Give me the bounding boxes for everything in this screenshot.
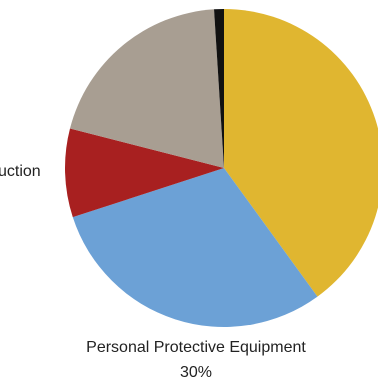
pie-slice-3 — [70, 9, 224, 169]
data-label-ppe-name: Personal Protective Equipment — [86, 339, 306, 356]
pie-slice-2 — [65, 128, 224, 218]
pie-slice-4 — [214, 8, 224, 169]
pie-slice-1 — [72, 168, 318, 327]
pie-slices — [65, 8, 378, 327]
data-label-construction-name: uction — [0, 163, 41, 180]
data-label-ppe-percent: 30% — [180, 364, 212, 381]
pie-slice-0 — [224, 9, 378, 297]
